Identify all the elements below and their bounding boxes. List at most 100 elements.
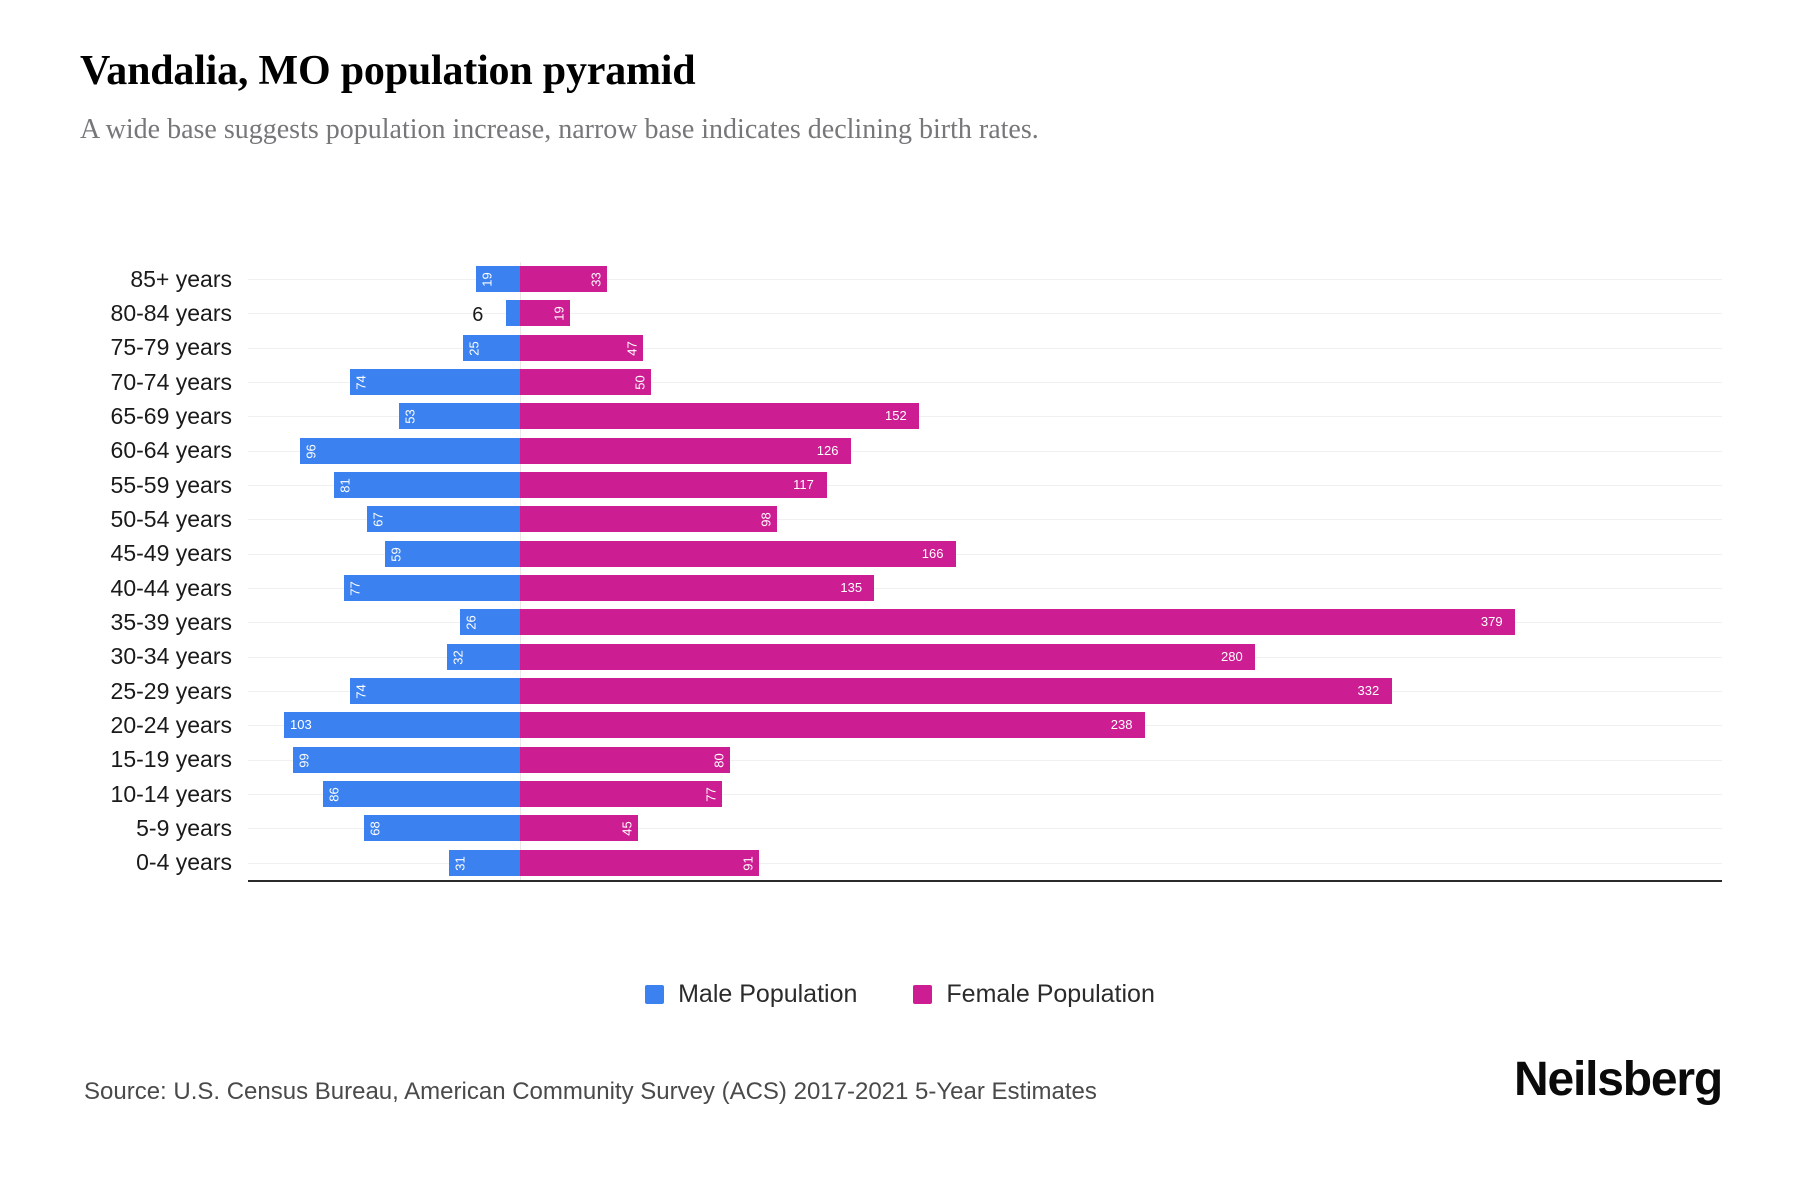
bar-female[interactable] [520,403,919,430]
legend-swatch-icon [913,985,933,1004]
bar-value-label-male: 74 [353,375,369,390]
bar-female[interactable] [520,677,1392,704]
legend-item[interactable]: Male Population [645,980,857,1009]
gridline [248,347,1722,349]
pyramid-rows: 85+ years 19 33 80-84 years 6 19 75-79 years 25… [80,262,1722,880]
pyramid-row: 55-59 years 81 117 [80,468,1722,502]
bar-value-label-female: 135 [840,579,863,595]
bar-female[interactable] [520,712,1145,739]
pyramid-row: 60-64 years 96 126 [80,434,1722,468]
pyramid-row: 45-49 years 59 166 [80,537,1722,571]
bar-male[interactable] [446,643,520,670]
bar-female[interactable] [520,334,644,361]
pyramid-row: 5-9 years 68 45 [80,811,1722,845]
bar-track: 32 280 [248,640,1722,674]
bar-female[interactable] [520,540,956,567]
bar-track: 25 47 [248,331,1722,365]
bar-male[interactable] [462,334,520,361]
pyramid-row: 30-34 years 32 280 [80,640,1722,674]
bar-value-label-male: 25 [466,340,482,356]
pyramid-row: 35-39 years 26 379 [80,605,1722,639]
bar-track: 6 19 [248,296,1722,330]
bar-value-label-female: 280 [1221,648,1243,664]
category-label: 85+ years [130,265,232,292]
pyramid-row: 40-44 years 77 135 [80,571,1722,605]
bar-value-label-female: 45 [619,821,635,836]
bar-male[interactable] [460,609,520,636]
legend-item[interactable]: Female Population [913,980,1155,1009]
bar-track: 59 166 [248,537,1722,571]
center-axis-line [520,262,521,880]
bar-male[interactable] [334,471,520,498]
bar-male[interactable] [343,574,520,601]
bar-male[interactable] [284,712,520,739]
bar-male[interactable] [364,815,520,842]
category-label: 60-64 years [110,437,232,464]
gridline [248,485,1722,487]
gridline [248,382,1722,384]
legend-label: Male Population [678,980,858,1008]
category-label: 35-39 years [110,608,232,635]
pyramid-row: 85+ years 19 33 [80,262,1722,296]
bar-female[interactable] [520,506,778,533]
bar-male[interactable] [448,849,520,876]
bar-male[interactable] [506,300,520,327]
pyramid-row: 65-69 years 53 152 [80,399,1722,433]
bar-male[interactable] [350,368,520,395]
bar-track: 81 117 [248,468,1722,502]
bar-female[interactable] [520,609,1515,636]
bar-value-label-female: 166 [921,545,944,561]
category-label: 25-29 years [110,677,232,704]
category-label: 30-34 years [110,643,232,670]
legend-swatch-icon [645,985,665,1004]
gridline [248,759,1722,761]
bar-female[interactable] [520,746,730,773]
bar-male[interactable] [322,780,520,807]
bar-female[interactable] [520,815,639,842]
bar-male[interactable] [293,746,520,773]
bar-value-label-male: 67 [370,512,385,528]
bar-female[interactable] [520,437,851,464]
category-label: 80-84 years [110,299,232,326]
bar-value-label-male: 19 [479,272,495,287]
bar-male[interactable] [366,506,520,533]
category-label: 65-69 years [110,402,232,429]
pyramid-row: 75-79 years 25 47 [80,331,1722,365]
category-label: 20-24 years [110,711,232,738]
gridline [248,279,1722,281]
bar-value-label-female: 91 [740,855,756,871]
bar-female[interactable] [520,574,875,601]
gridline [248,588,1722,590]
bar-male[interactable] [476,266,520,292]
bar-value-label-female: 98 [758,512,774,528]
bar-value-label-male: 77 [347,581,363,596]
bar-male[interactable] [300,437,520,464]
bar-female[interactable] [520,643,1255,670]
bar-value-label-male: 103 [290,717,312,733]
bar-female[interactable] [520,266,607,292]
bar-female[interactable] [520,368,652,395]
gridline [248,794,1722,796]
bar-female[interactable] [520,471,828,498]
chart-subtitle: A wide base suggests population increase… [80,114,1039,146]
category-label: 0-4 years [136,849,232,876]
bar-value-label-male: 53 [402,409,418,425]
bar-track: 74 50 [248,365,1722,399]
bar-value-label-female: 332 [1357,682,1380,698]
bar-value-label-male: 31 [452,855,468,871]
bar-track: 77 135 [248,571,1722,605]
bar-value-label-male: 74 [353,684,369,699]
bar-female[interactable] [520,849,759,876]
bar-male[interactable] [384,540,520,567]
category-label: 15-19 years [110,746,232,773]
category-label: 70-74 years [110,368,232,395]
chart-legend: Male Population Female Population [0,980,1800,1009]
category-label: 75-79 years [110,334,232,361]
bar-value-label-male: 6 [472,304,484,327]
brand-logo: Neilsberg [1514,1053,1723,1106]
gridline [248,416,1722,418]
bar-female[interactable] [520,780,723,807]
bar-female[interactable] [520,300,570,327]
bar-male[interactable] [398,403,520,430]
bar-male[interactable] [350,677,520,704]
